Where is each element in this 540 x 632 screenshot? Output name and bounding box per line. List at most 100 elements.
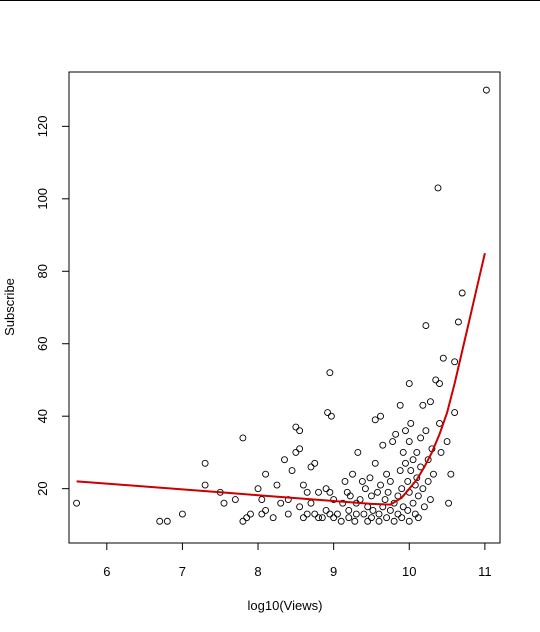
data-point	[262, 506, 270, 514]
y-tick-label: 120	[35, 115, 50, 137]
data-point	[322, 506, 330, 514]
data-point	[333, 510, 341, 518]
data-point	[414, 514, 422, 522]
y-tick-label: 20	[35, 481, 50, 495]
data-point	[482, 86, 490, 94]
data-point	[254, 485, 262, 493]
data-point	[386, 477, 394, 485]
data-point	[231, 496, 239, 503]
data-point	[296, 427, 304, 435]
data-point	[398, 485, 406, 493]
data-point	[201, 481, 209, 489]
data-point	[258, 510, 266, 518]
data-point	[399, 448, 407, 456]
data-point	[402, 459, 409, 467]
y-axis-title: Subscribe	[2, 278, 17, 336]
x-tick-label: 7	[179, 564, 186, 579]
data-point	[345, 514, 353, 522]
data-point	[163, 517, 171, 525]
data-point	[383, 470, 391, 478]
data-point	[358, 477, 366, 485]
data-point	[156, 517, 164, 525]
data-point	[368, 514, 375, 522]
y-tick-label: 100	[35, 188, 50, 210]
y-tick-label: 40	[35, 409, 50, 423]
data-point	[239, 434, 247, 442]
data-point	[299, 514, 307, 522]
data-point	[292, 423, 300, 431]
data-point	[402, 427, 409, 435]
data-point	[326, 488, 334, 496]
data-point	[396, 401, 404, 409]
data-point	[296, 503, 304, 511]
data-point	[239, 517, 247, 525]
data-point	[284, 510, 292, 518]
data-point	[404, 477, 412, 485]
data-point	[375, 510, 383, 518]
data-point	[409, 499, 417, 507]
data-point	[371, 459, 379, 467]
data-point	[341, 477, 349, 485]
x-axis-title: log10(Views)	[248, 598, 323, 613]
y-tick-label: 80	[35, 264, 50, 278]
data-point	[381, 496, 389, 503]
data-point	[364, 517, 372, 525]
data-point	[377, 481, 384, 489]
data-point	[389, 438, 397, 446]
data-point	[436, 380, 443, 388]
data-point	[420, 503, 428, 511]
data-point	[349, 470, 357, 478]
data-point	[311, 459, 319, 467]
data-point	[356, 496, 364, 503]
data-point	[327, 412, 335, 420]
data-point	[426, 398, 434, 406]
data-point	[277, 499, 285, 507]
data-point	[258, 496, 266, 503]
data-point	[422, 427, 430, 435]
data-point	[394, 510, 402, 518]
top-rule	[0, 0, 540, 1]
data-point	[243, 514, 251, 522]
data-point	[445, 499, 453, 507]
data-point	[337, 517, 345, 525]
data-point	[424, 477, 432, 485]
data-point	[201, 459, 209, 467]
data-point	[330, 496, 338, 503]
data-point	[409, 456, 417, 464]
data-point	[405, 438, 413, 446]
data-point	[399, 503, 407, 511]
data-point	[281, 456, 288, 464]
data-point	[419, 485, 427, 493]
data-point	[307, 499, 315, 507]
data-point	[322, 485, 330, 493]
data-point	[414, 492, 422, 500]
data-point	[326, 369, 334, 377]
data-point	[451, 409, 459, 417]
data-point	[299, 481, 307, 489]
data-point	[447, 470, 455, 478]
data-point	[405, 380, 413, 388]
data-point	[422, 322, 430, 330]
data-point	[384, 488, 392, 496]
data-point	[413, 448, 421, 456]
data-point	[430, 470, 437, 478]
data-point	[303, 488, 311, 496]
data-point	[404, 506, 412, 514]
data-point	[407, 419, 415, 427]
x-tick-label: 9	[330, 564, 337, 579]
data-point	[417, 434, 425, 442]
data-point	[424, 456, 432, 464]
data-point	[398, 514, 406, 522]
data-point	[458, 289, 466, 297]
data-point	[375, 517, 383, 525]
data-point	[383, 514, 391, 522]
data-point	[390, 517, 398, 525]
data-point	[454, 318, 462, 326]
data-point	[303, 510, 311, 518]
fit-line	[76, 252, 486, 506]
data-point	[339, 499, 347, 507]
data-point	[437, 448, 445, 456]
data-point	[330, 514, 338, 522]
data-point	[434, 184, 442, 192]
data-point	[443, 438, 451, 446]
